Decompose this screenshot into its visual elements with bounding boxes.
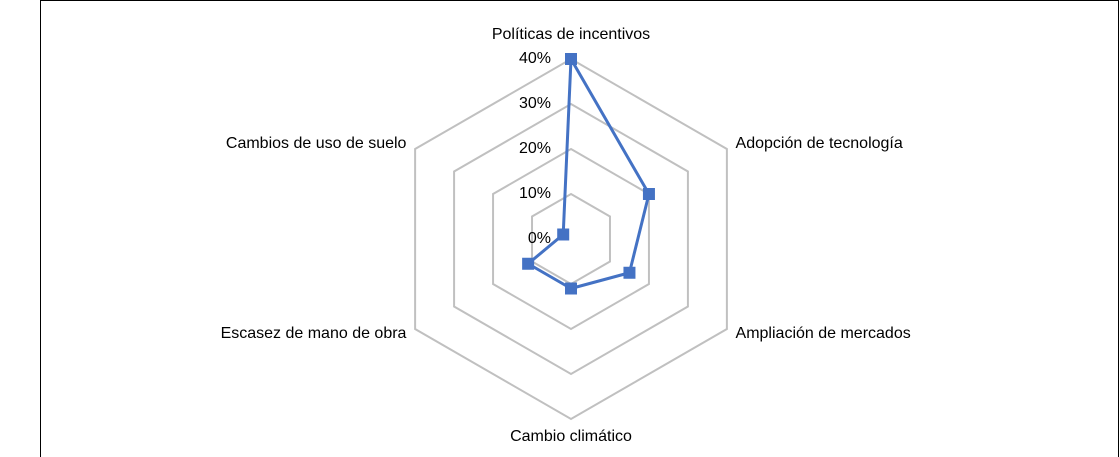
chart-border: [40, 0, 1119, 457]
radial-tick-label: 0%: [528, 230, 551, 247]
radial-tick-label: 40%: [519, 50, 551, 67]
marker: [642, 188, 655, 200]
category-label: Escasez de mano de obra: [221, 325, 407, 342]
grid-ring: [453, 102, 689, 376]
marker: [565, 282, 577, 295]
marker: [522, 257, 535, 270]
category-label: Cambios de uso de suelo: [226, 135, 407, 152]
radial-tick-label: 30%: [519, 95, 551, 112]
marker: [623, 266, 636, 279]
category-label: Cambio climático: [510, 428, 632, 445]
grid-ring: [414, 57, 728, 421]
category-label: Adopción de tecnología: [736, 135, 903, 152]
category-label: Políticas de incentivos: [492, 26, 650, 43]
marker: [557, 228, 570, 241]
marker: [565, 53, 577, 65]
radial-tick-label: 20%: [519, 140, 551, 157]
radial-tick-label: 10%: [519, 185, 551, 202]
category-label: Ampliación de mercados: [736, 325, 911, 342]
